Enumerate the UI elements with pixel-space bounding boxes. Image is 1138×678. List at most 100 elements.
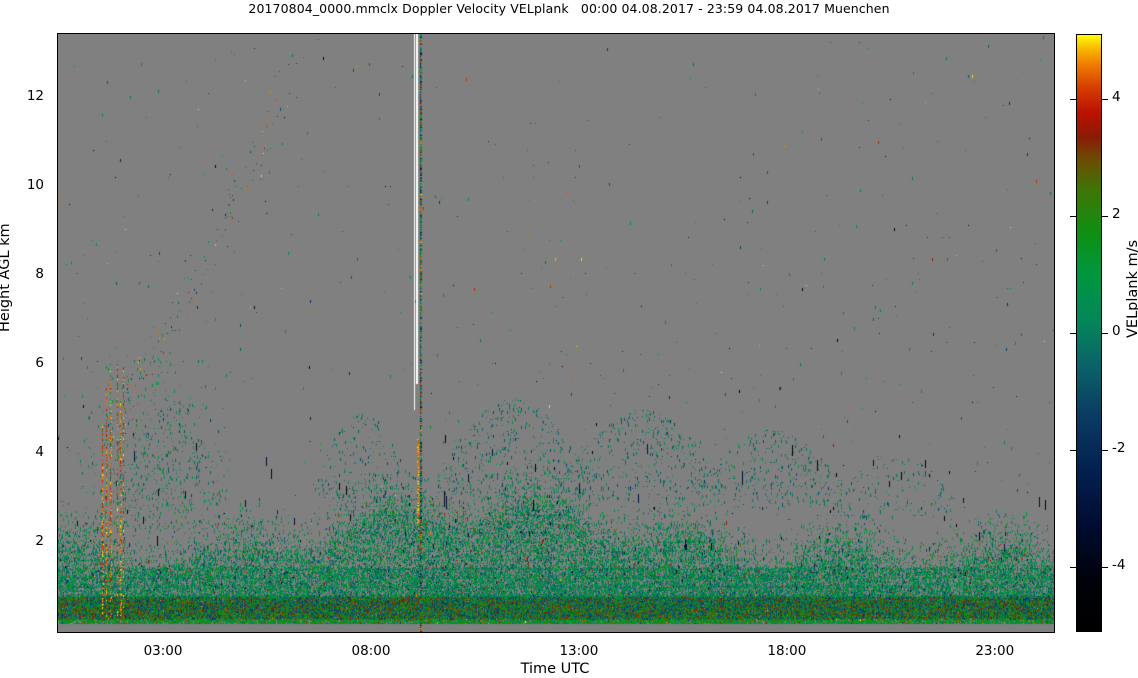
colorbar-tick — [1101, 449, 1108, 451]
y-tick — [57, 588, 58, 589]
doppler-velocity-heatmap — [58, 34, 1054, 632]
x-tick — [414, 632, 415, 633]
x-tick-top — [289, 33, 290, 34]
page-title: 20170804_0000.mmclx Doppler Velocity VEL… — [248, 1, 890, 16]
x-tick-top — [372, 33, 373, 34]
y-tick-label: 10 — [26, 177, 44, 194]
y-tick-right — [1054, 365, 1055, 366]
x-tick — [497, 632, 498, 633]
x-tick-top — [538, 33, 539, 34]
colorbar-tick-left — [1070, 216, 1077, 218]
y-tick — [57, 54, 58, 55]
colorbar-tick-label: 4 — [1112, 89, 1121, 106]
x-tick — [621, 632, 622, 633]
x-tick-top — [663, 33, 664, 34]
x-tick-top — [455, 33, 456, 34]
x-tick-top — [580, 33, 581, 34]
x-tick-top — [330, 33, 331, 34]
y-tick-right — [1054, 276, 1055, 277]
x-tick-top — [247, 33, 248, 34]
colorbar-tick — [1101, 566, 1108, 568]
x-tick-top — [871, 33, 872, 34]
y-tick-label: 12 — [26, 88, 44, 105]
y-tick — [57, 232, 58, 233]
y-tick — [57, 454, 58, 455]
y-tick-label: 2 — [35, 533, 44, 550]
y-tick — [57, 143, 58, 144]
x-tick-top — [414, 33, 415, 34]
x-tick-label: 08:00 — [351, 643, 391, 659]
y-tick — [57, 543, 58, 544]
x-tick-top — [996, 33, 997, 34]
y-tick-right — [1054, 454, 1055, 455]
x-tick-top — [122, 33, 123, 34]
colorbar-tick-left — [1070, 333, 1077, 334]
y-tick-right — [1054, 98, 1055, 99]
colorbar-tick-label: -4 — [1112, 556, 1126, 573]
x-tick — [705, 632, 706, 633]
y-tick — [57, 365, 58, 366]
colorbar-tick — [1101, 99, 1108, 101]
x-tick-top — [829, 33, 830, 34]
colorbar-tick-label: 2 — [1112, 206, 1121, 223]
x-tick-top — [81, 33, 82, 34]
colorbar-tick — [1101, 333, 1108, 334]
x-tick — [788, 632, 789, 633]
x-tick-top — [621, 33, 622, 34]
y-tick-right — [1054, 543, 1055, 544]
y-tick-right — [1054, 143, 1055, 144]
x-tick — [122, 632, 123, 633]
y-tick-right — [1054, 499, 1055, 500]
y-tick-right — [1054, 232, 1055, 233]
colorbar-title: VELplank m/s — [1125, 239, 1138, 338]
colorbar[interactable] — [1070, 34, 1108, 632]
x-tick-top — [206, 33, 207, 34]
colorbar-tick-left — [1070, 99, 1077, 101]
x-tick — [289, 632, 290, 633]
y-tick-label: 6 — [35, 355, 44, 372]
y-tick-right — [1054, 588, 1055, 589]
x-tick — [663, 632, 664, 633]
x-tick — [1037, 632, 1038, 633]
y-tick — [57, 187, 58, 188]
y-tick-label: 4 — [35, 444, 44, 461]
x-tick-label: 13:00 — [559, 643, 599, 659]
x-tick — [829, 632, 830, 633]
x-tick — [206, 632, 207, 633]
y-tick — [57, 499, 58, 500]
x-tick-top — [164, 33, 165, 34]
y-tick-right — [1054, 187, 1055, 188]
y-tick-right — [1054, 410, 1055, 411]
x-tick — [538, 632, 539, 633]
y-axis-title: Height AGL km — [0, 223, 13, 332]
x-tick-label: 03:00 — [143, 643, 183, 659]
x-tick — [81, 632, 82, 633]
x-tick — [247, 632, 248, 633]
x-tick-label: 18:00 — [767, 643, 807, 659]
plot-area[interactable] — [57, 33, 1055, 633]
x-axis-title: Time UTC — [520, 661, 590, 677]
y-tick — [57, 321, 58, 322]
x-tick — [580, 632, 581, 633]
x-tick — [746, 632, 747, 633]
x-tick-top — [788, 33, 789, 34]
y-tick — [57, 276, 58, 277]
x-tick-top — [1037, 33, 1038, 34]
y-tick — [57, 410, 58, 411]
x-tick-label: 23:00 — [975, 643, 1015, 659]
colorbar-tick-left — [1070, 566, 1077, 568]
colorbar-gradient — [1077, 35, 1101, 631]
x-tick-top — [954, 33, 955, 34]
x-tick — [954, 632, 955, 633]
colorbar-tick-label: 0 — [1112, 323, 1121, 339]
y-tick-right — [1054, 54, 1055, 55]
x-tick — [372, 632, 373, 633]
y-tick-label: 8 — [35, 266, 44, 283]
x-tick-top — [746, 33, 747, 34]
colorbar-tick-left — [1070, 449, 1077, 451]
x-tick-top — [913, 33, 914, 34]
y-tick — [57, 98, 58, 99]
x-tick-top — [497, 33, 498, 34]
colorbar-tick-label: -2 — [1112, 439, 1126, 456]
